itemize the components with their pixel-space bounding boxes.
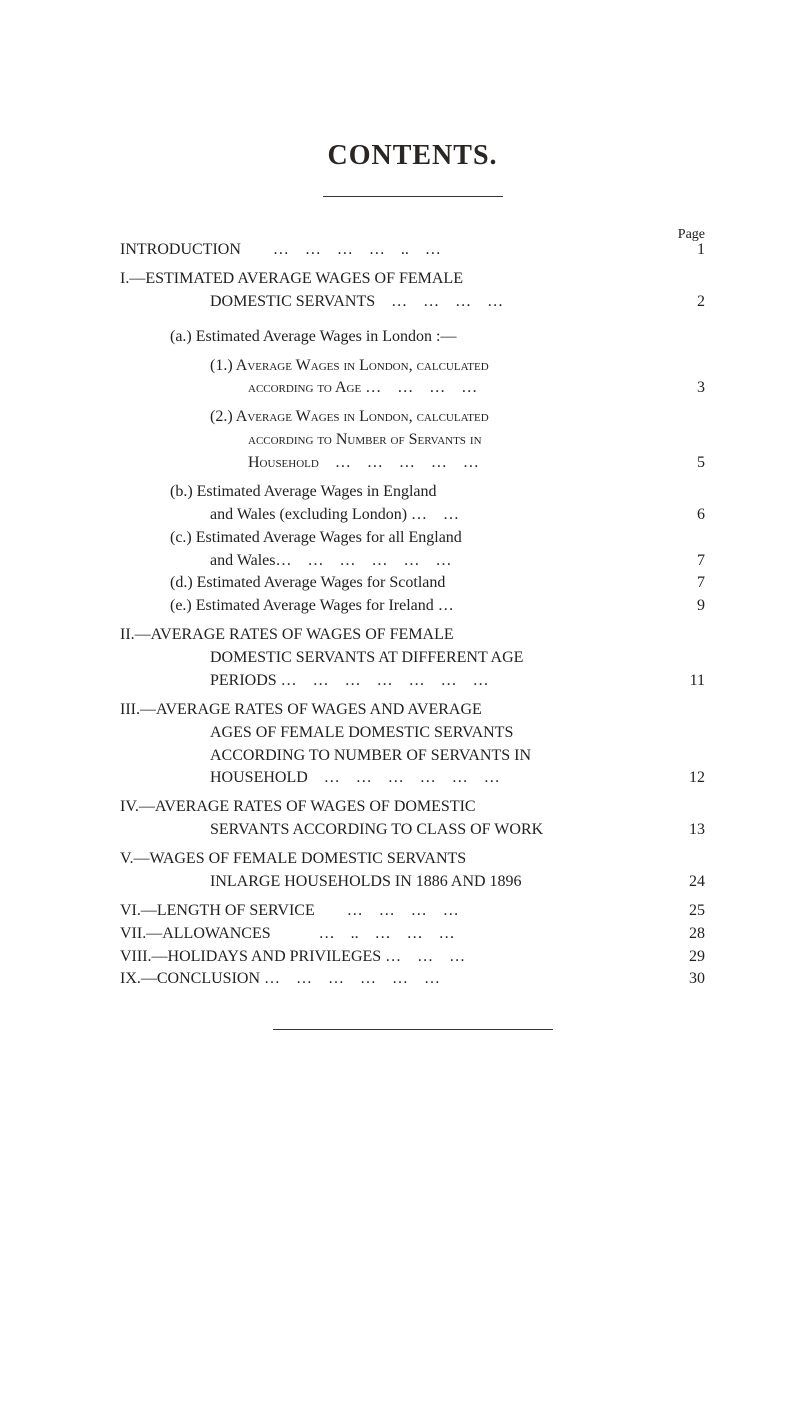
- toc-label: VII.—ALLOWANCES … .. … … …: [120, 925, 675, 944]
- toc-entry-e: (e.) Estimated Average Wages for Ireland…: [120, 597, 705, 616]
- toc-entry-i-cont: DOMESTIC SERVANTS … … … … 2: [120, 293, 705, 312]
- toc-label: V.—WAGES OF FEMALE DOMESTIC SERVANTS: [120, 850, 675, 869]
- toc-page: 7: [675, 552, 705, 571]
- table-of-contents: INTRODUCTION … … … … .. … 1 I.—ESTIMATED…: [120, 241, 705, 989]
- footer-rule: [273, 1029, 553, 1030]
- toc-entry-a: (a.) Estimated Average Wages in London :…: [120, 328, 705, 347]
- toc-entry-v-head: V.—WAGES OF FEMALE DOMESTIC SERVANTS: [120, 850, 705, 869]
- toc-page: 13: [675, 821, 705, 840]
- toc-page: 9: [675, 597, 705, 616]
- toc-entry-i-head: I.—ESTIMATED AVERAGE WAGES OF FEMALE: [120, 270, 705, 289]
- toc-page: 6: [675, 506, 705, 525]
- toc-label: (1.) Average Wages in London, calculated: [210, 357, 675, 376]
- toc-label: and Wales… … … … … …: [210, 552, 675, 571]
- toc-entry-v-cont: INLARGE HOUSEHOLDS IN 1886 AND 1896 24: [120, 873, 705, 892]
- page-container: CONTENTS. Page INTRODUCTION … … … … .. ……: [0, 0, 800, 1110]
- toc-entry-a2-cont1: according to Number of Servants in: [120, 431, 705, 450]
- toc-entry-ii-cont1: DOMESTIC SERVANTS AT DIFFERENT AGE: [120, 649, 705, 668]
- toc-label: IV.—AVERAGE RATES OF WAGES OF DOMESTIC: [120, 798, 675, 817]
- toc-label: ACCORDING TO NUMBER OF SERVANTS IN: [210, 747, 675, 766]
- toc-page: 2: [675, 293, 705, 312]
- toc-page: 30: [675, 970, 705, 989]
- toc-label: IX.—CONCLUSION … … … … … …: [120, 970, 675, 989]
- toc-entry-introduction: INTRODUCTION … … … … .. … 1: [120, 241, 705, 260]
- toc-entry-d: (d.) Estimated Average Wages for Scotlan…: [120, 574, 705, 593]
- toc-label: III.—AVERAGE RATES OF WAGES AND AVERAGE: [120, 701, 675, 720]
- toc-entry-viii: VIII.—HOLIDAYS AND PRIVILEGES … … … 29: [120, 948, 705, 967]
- toc-entry-a2-head: (2.) Average Wages in London, calculated: [120, 408, 705, 427]
- toc-label: (2.) Average Wages in London, calculated: [210, 408, 675, 427]
- toc-label: SERVANTS ACCORDING TO CLASS OF WORK: [210, 821, 675, 840]
- toc-entry-vii: VII.—ALLOWANCES … .. … … … 28: [120, 925, 705, 944]
- toc-page: 1: [675, 241, 705, 260]
- toc-page: 29: [675, 948, 705, 967]
- toc-label: AGES OF FEMALE DOMESTIC SERVANTS: [210, 724, 675, 743]
- toc-label: (b.) Estimated Average Wages in England: [170, 483, 675, 502]
- toc-page: 12: [675, 769, 705, 788]
- toc-label: (e.) Estimated Average Wages for Ireland…: [170, 597, 675, 616]
- toc-label: DOMESTIC SERVANTS AT DIFFERENT AGE: [210, 649, 675, 668]
- toc-entry-vi: VI.—LENGTH OF SERVICE … … … … 25: [120, 902, 705, 921]
- toc-page: 25: [675, 902, 705, 921]
- toc-label: Household … … … … …: [248, 454, 675, 473]
- toc-label: according to Age … … … …: [248, 379, 675, 398]
- toc-page: 28: [675, 925, 705, 944]
- toc-entry-iii-cont2: ACCORDING TO NUMBER OF SERVANTS IN: [120, 747, 705, 766]
- title-underline: [323, 196, 503, 197]
- contents-title: CONTENTS.: [120, 140, 705, 172]
- toc-label: according to Number of Servants in: [248, 431, 675, 450]
- toc-entry-ii-head: II.—AVERAGE RATES OF WAGES OF FEMALE: [120, 626, 705, 645]
- toc-label: DOMESTIC SERVANTS … … … …: [210, 293, 675, 312]
- toc-entry-b-head: (b.) Estimated Average Wages in England: [120, 483, 705, 502]
- toc-label: INLARGE HOUSEHOLDS IN 1886 AND 1896: [210, 873, 675, 892]
- toc-label: II.—AVERAGE RATES OF WAGES OF FEMALE: [120, 626, 675, 645]
- toc-entry-iii-head: III.—AVERAGE RATES OF WAGES AND AVERAGE: [120, 701, 705, 720]
- toc-entry-a1-head: (1.) Average Wages in London, calculated: [120, 357, 705, 376]
- toc-entry-c-head: (c.) Estimated Average Wages for all Eng…: [120, 529, 705, 548]
- toc-entry-a2-cont2: Household … … … … … 5: [120, 454, 705, 473]
- toc-page: 5: [675, 454, 705, 473]
- toc-entry-iii-cont1: AGES OF FEMALE DOMESTIC SERVANTS: [120, 724, 705, 743]
- toc-page: 3: [675, 379, 705, 398]
- toc-label: VI.—LENGTH OF SERVICE … … … …: [120, 902, 675, 921]
- toc-entry-iv-cont: SERVANTS ACCORDING TO CLASS OF WORK 13: [120, 821, 705, 840]
- toc-entry-ix: IX.—CONCLUSION … … … … … … 30: [120, 970, 705, 989]
- toc-label: (a.) Estimated Average Wages in London :…: [170, 328, 675, 347]
- toc-label: (d.) Estimated Average Wages for Scotlan…: [170, 574, 675, 593]
- toc-entry-b-cont: and Wales (excluding London) … … 6: [120, 506, 705, 525]
- toc-page: 7: [675, 574, 705, 593]
- toc-label: PERIODS … … … … … … …: [210, 672, 675, 691]
- toc-entry-iv-head: IV.—AVERAGE RATES OF WAGES OF DOMESTIC: [120, 798, 705, 817]
- toc-label: HOUSEHOLD … … … … … …: [210, 769, 675, 788]
- toc-label: INTRODUCTION … … … … .. …: [120, 241, 675, 260]
- toc-entry-c-cont: and Wales… … … … … … 7: [120, 552, 705, 571]
- toc-page: 24: [675, 873, 705, 892]
- toc-label: (c.) Estimated Average Wages for all Eng…: [170, 529, 675, 548]
- toc-label: VIII.—HOLIDAYS AND PRIVILEGES … … …: [120, 948, 675, 967]
- toc-entry-iii-cont3: HOUSEHOLD … … … … … … 12: [120, 769, 705, 788]
- toc-label: I.—ESTIMATED AVERAGE WAGES OF FEMALE: [120, 270, 675, 289]
- toc-page: 11: [675, 672, 705, 691]
- toc-entry-a1-cont: according to Age … … … … 3: [120, 379, 705, 398]
- toc-entry-ii-cont2: PERIODS … … … … … … … 11: [120, 672, 705, 691]
- toc-label: and Wales (excluding London) … …: [210, 506, 675, 525]
